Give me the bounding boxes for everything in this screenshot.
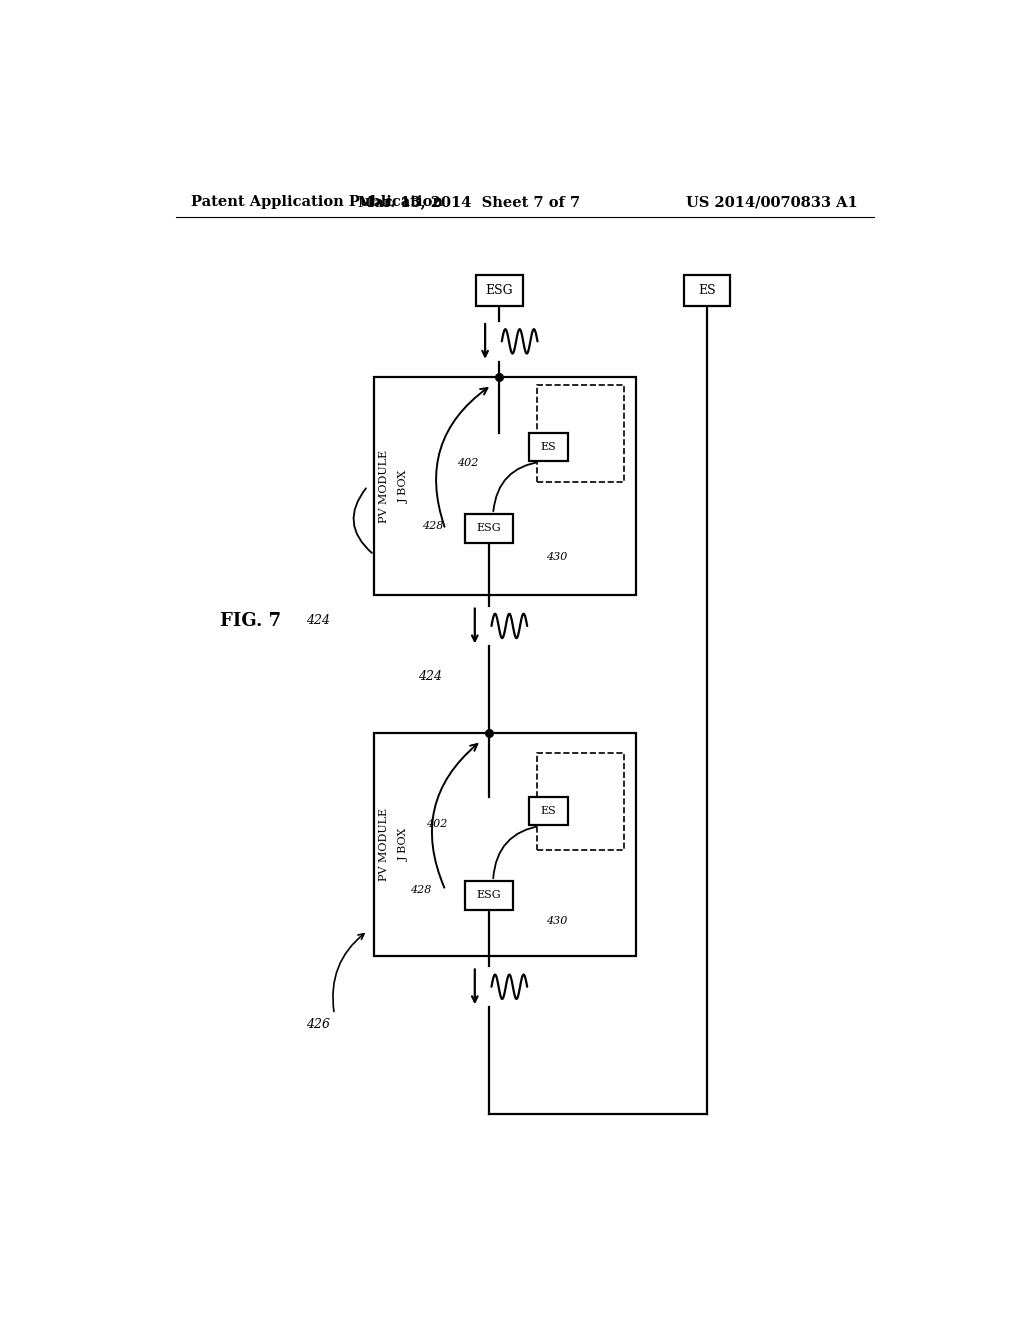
Bar (465, 515, 513, 543)
Text: 426: 426 (306, 1018, 331, 1031)
Text: 424: 424 (306, 614, 331, 627)
Bar (528, 797, 568, 825)
Bar (465, 880, 513, 909)
Text: Patent Application Publication: Patent Application Publication (191, 195, 443, 209)
Text: ES: ES (698, 284, 716, 297)
Bar (537, 752, 624, 850)
Text: 430: 430 (546, 916, 567, 925)
Text: PV MODULE: PV MODULE (379, 808, 389, 880)
Text: 428: 428 (410, 886, 431, 895)
Text: ESG: ESG (485, 284, 513, 297)
Text: 424: 424 (418, 671, 441, 684)
Text: J BOX: J BOX (399, 470, 410, 503)
Text: 402: 402 (426, 820, 446, 829)
Bar (528, 433, 568, 461)
Text: ESG: ESG (477, 523, 502, 533)
Text: 430: 430 (546, 552, 567, 562)
Text: FIG. 7: FIG. 7 (220, 612, 282, 630)
Text: 402: 402 (458, 458, 478, 469)
Bar (374, 378, 636, 595)
Bar (374, 733, 636, 956)
Text: Mar. 13, 2014  Sheet 7 of 7: Mar. 13, 2014 Sheet 7 of 7 (358, 195, 581, 209)
Bar (537, 385, 624, 482)
Bar (475, 276, 523, 306)
Text: J BOX: J BOX (399, 828, 410, 861)
Text: ESG: ESG (477, 890, 502, 900)
Text: 428: 428 (422, 521, 443, 532)
Text: PV MODULE: PV MODULE (379, 450, 389, 523)
Bar (684, 276, 730, 306)
Text: ES: ES (541, 807, 556, 816)
Text: US 2014/0070833 A1: US 2014/0070833 A1 (686, 195, 858, 209)
Text: ES: ES (541, 442, 556, 451)
